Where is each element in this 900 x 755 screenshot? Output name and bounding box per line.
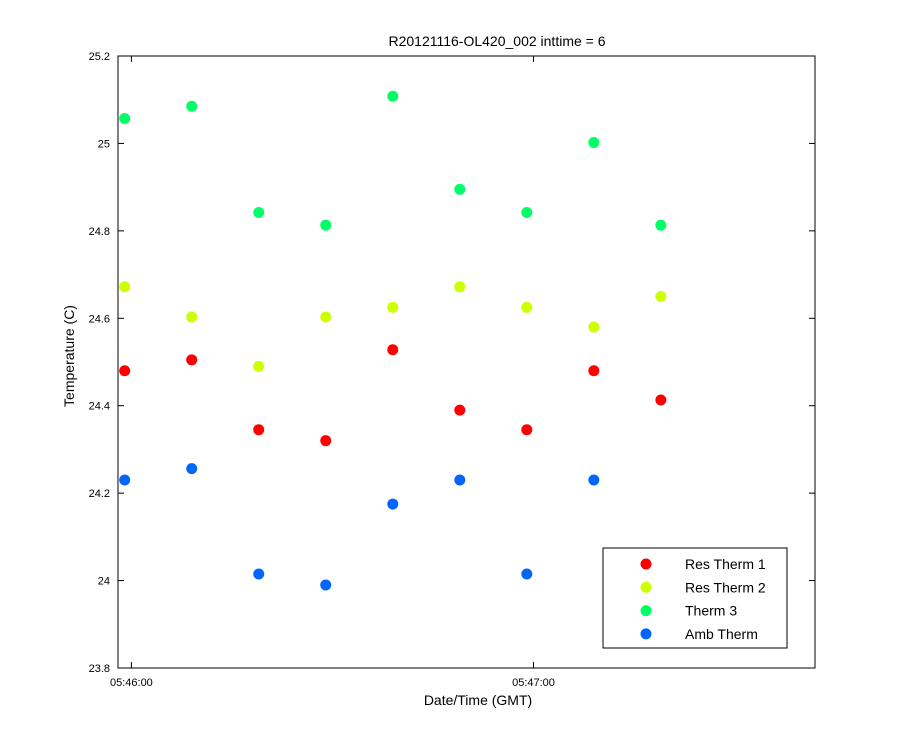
data-point: [186, 311, 198, 323]
x-tick-label: 05:47:00: [512, 677, 555, 689]
data-point: [119, 281, 131, 293]
data-point: [521, 301, 533, 313]
data-point: [588, 365, 600, 377]
data-point: [454, 183, 466, 195]
data-point: [186, 463, 198, 475]
data-point: [655, 394, 667, 406]
series-therm-3: [119, 90, 667, 231]
y-tick-label: 25.2: [89, 51, 110, 63]
y-axis-label: Temperature (C): [61, 305, 77, 407]
data-point: [253, 360, 265, 372]
data-point: [320, 311, 332, 323]
y-tick-label: 24.2: [89, 488, 110, 500]
x-axis-label: Date/Time (GMT): [424, 692, 532, 708]
legend-label: Therm 3: [685, 603, 737, 619]
data-point: [454, 404, 466, 416]
y-tick-label: 25: [98, 138, 110, 150]
legend-label: Res Therm 1: [685, 556, 766, 572]
legend-box: [602, 547, 788, 649]
y-tick-label: 24.8: [89, 226, 110, 238]
data-point: [454, 281, 466, 293]
data-point: [387, 498, 399, 510]
data-point: [588, 321, 600, 333]
x-axis-ticks: 05:46:00 05:47:00: [110, 56, 555, 689]
data-point: [119, 474, 131, 486]
series-res-therm-2: [119, 281, 667, 372]
legend-label: Amb Therm: [685, 626, 758, 642]
data-point: [521, 424, 533, 436]
data-point: [253, 206, 265, 218]
data-point: [186, 100, 198, 112]
data-point: [588, 474, 600, 486]
legend-marker: [640, 605, 652, 617]
data-point: [387, 301, 399, 313]
data-point: [655, 219, 667, 231]
data-point: [186, 354, 198, 366]
data-point: [320, 435, 332, 447]
legend-label: Res Therm 2: [685, 579, 766, 595]
data-point: [119, 365, 131, 377]
data-point: [320, 219, 332, 231]
data-point: [387, 90, 399, 102]
data-point: [655, 290, 667, 302]
data-point: [521, 206, 533, 218]
series-amb-therm: [119, 463, 600, 591]
y-axis-ticks: 23.8 24 24.2 24.4 24.6 24.8 25 25.2: [89, 51, 815, 675]
y-tick-label: 24: [98, 576, 110, 588]
legend-marker: [640, 558, 652, 570]
legend-marker: [640, 581, 652, 593]
data-point: [253, 424, 265, 436]
data-point: [521, 568, 533, 580]
data-point: [454, 474, 466, 486]
data-point: [253, 568, 265, 580]
data-point: [588, 137, 600, 149]
data-points: [119, 90, 667, 591]
chart-title: R20121116-OL420_002 inttime = 6: [388, 33, 605, 49]
data-point: [119, 113, 131, 125]
series-res-therm-1: [119, 344, 667, 447]
y-tick-label: 24.6: [89, 313, 110, 325]
legend-marker: [640, 628, 652, 640]
y-tick-label: 24.4: [89, 401, 110, 413]
legend: Res Therm 1 Res Therm 2 Therm 3 Amb Therm: [602, 547, 788, 649]
data-point: [320, 579, 332, 591]
data-point: [387, 344, 399, 356]
y-tick-label: 23.8: [89, 663, 110, 675]
x-tick-label: 05:46:00: [110, 677, 153, 689]
